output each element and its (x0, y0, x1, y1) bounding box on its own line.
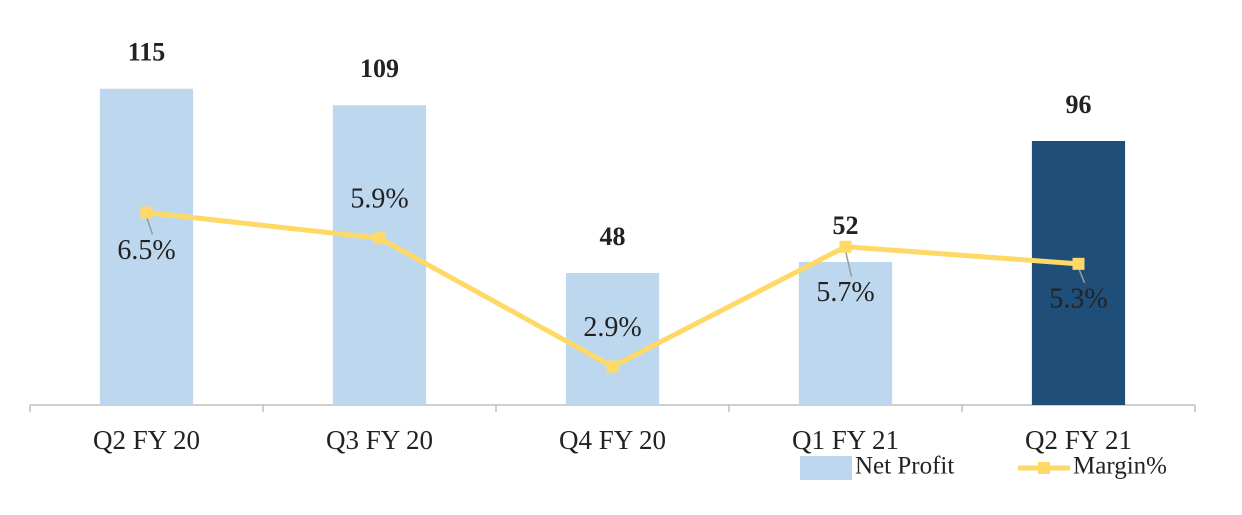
line-marker (606, 360, 619, 373)
bar (798, 262, 893, 405)
line-marker (839, 240, 852, 253)
leader-line (844, 250, 853, 277)
line-value-label: 6.5% (117, 235, 175, 266)
bar-value-label: 96 (1066, 90, 1092, 119)
bar-value-label: 48 (600, 222, 626, 251)
line-marker (1072, 257, 1085, 270)
leader-line (145, 216, 154, 235)
line-value-label: 5.9% (350, 184, 408, 215)
line-value-label: 2.9% (583, 312, 641, 343)
bar-value-label: 52 (833, 211, 859, 240)
x-tick-label: Q2 FY 20 (93, 425, 200, 455)
bar (1031, 141, 1126, 405)
legend-label: Margin% (1073, 453, 1167, 480)
line-value-label: 5.7% (816, 277, 874, 308)
legend-swatch-marker (1038, 462, 1050, 474)
bar (565, 273, 660, 405)
line-value-label: 5.3% (1049, 283, 1107, 314)
bar-value-label: 115 (128, 38, 166, 67)
x-tick-label: Q1 FY 21 (792, 425, 899, 455)
x-tick-label: Q2 FY 21 (1025, 425, 1132, 455)
legend-label: Net Profit (855, 453, 954, 480)
leader-line (1077, 267, 1086, 284)
bar-value-label: 109 (360, 54, 399, 83)
x-tick-label: Q4 FY 20 (559, 425, 666, 455)
line-marker (140, 206, 153, 219)
legend-swatch (800, 456, 852, 480)
line-marker (373, 232, 386, 245)
bar (99, 88, 194, 405)
x-tick-label: Q3 FY 20 (326, 425, 433, 455)
